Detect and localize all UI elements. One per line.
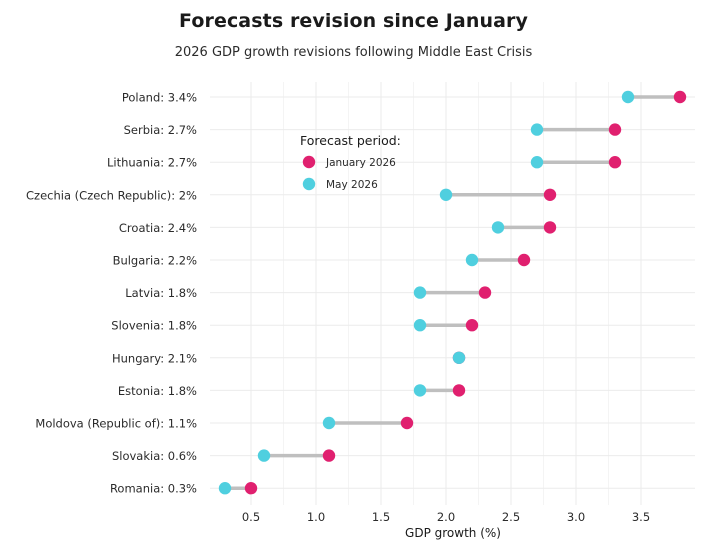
- y-axis-label-10: Moldova (Republic of): 1.1%: [35, 417, 197, 431]
- point-may-2026-9: [413, 384, 427, 397]
- x-tick-label-1: 1.0: [307, 510, 325, 524]
- point-may-2026-2: [530, 156, 544, 169]
- point-january-2026-4: [543, 221, 557, 234]
- y-axis-label-2: Lithuania: 2.7%: [107, 156, 197, 170]
- point-january-2026-12: [244, 482, 258, 495]
- y-axis-label-12: Romania: 0.3%: [110, 482, 197, 496]
- y-axis-label-3: Czechia (Czech Republic): 2%: [26, 188, 197, 202]
- y-axis-label-11: Slovakia: 0.6%: [112, 449, 197, 463]
- points: [218, 90, 687, 495]
- point-january-2026-11: [322, 449, 336, 462]
- chart-title: Forecasts revision since January: [179, 10, 528, 32]
- connectors: [225, 95, 680, 490]
- legend-title: Forecast period:: [300, 133, 401, 148]
- y-axis-label-4: Croatia: 2.4%: [119, 221, 197, 235]
- point-may-2026-3: [439, 188, 453, 201]
- y-axis-label-1: Serbia: 2.7%: [124, 123, 197, 137]
- x-tick-label-3: 2.0: [437, 510, 455, 524]
- point-may-2026-5: [465, 253, 479, 267]
- point-january-2026-3: [543, 188, 557, 201]
- point-january-2026-5: [517, 253, 531, 267]
- y-axis-label-5: Bulgaria: 2.2%: [113, 254, 198, 268]
- legend-marker-1: [302, 177, 316, 191]
- point-may-2026-8: [452, 351, 466, 364]
- y-axis-label-9: Estonia: 1.8%: [118, 384, 197, 398]
- x-tick-label-6: 3.5: [632, 510, 650, 524]
- legend-label-0: January 2026: [325, 157, 396, 169]
- point-january-2026-6: [478, 286, 492, 299]
- point-may-2026-4: [491, 221, 505, 234]
- point-january-2026-9: [452, 384, 466, 397]
- x-tick-label-4: 2.5: [502, 510, 520, 524]
- x-tick-label-0: 0.5: [242, 510, 260, 524]
- y-axis-labels: Poland: 3.4% Serbia: 2.7% Lithuania: 2.7% C…: [26, 91, 197, 496]
- x-tick-label-5: 3.0: [567, 510, 585, 524]
- x-axis-label: GDP growth (%): [405, 526, 501, 540]
- point-january-2026-2: [608, 156, 622, 169]
- legend-label-1: May 2026: [326, 179, 378, 191]
- y-axis-label-6: Latvia: 1.8%: [125, 286, 197, 300]
- legend: Forecast period: January 2026 May 2026: [300, 133, 401, 191]
- y-axis-label-7: Slovenia: 1.8%: [111, 319, 197, 333]
- legend-marker-0: [302, 155, 316, 169]
- chart-subtitle: 2026 GDP growth revisions following Midd…: [174, 45, 533, 60]
- point-may-2026-6: [413, 286, 427, 299]
- point-may-2026-0: [621, 90, 635, 104]
- y-axis-label-8: Hungary: 2.1%: [112, 351, 197, 365]
- point-may-2026-10: [322, 416, 336, 430]
- point-january-2026-10: [400, 416, 414, 430]
- point-may-2026-1: [530, 123, 544, 136]
- point-may-2026-11: [257, 449, 271, 462]
- y-axis-label-0: Poland: 3.4%: [122, 91, 197, 105]
- x-axis-ticks: 0.5 1.0 1.5 2.0 2.5 3.0 3.5: [242, 510, 650, 524]
- point-january-2026-7: [465, 319, 479, 332]
- point-may-2026-12: [218, 482, 232, 495]
- point-january-2026-1: [608, 123, 622, 136]
- x-tick-label-2: 1.5: [372, 510, 390, 524]
- point-january-2026-0: [673, 90, 687, 104]
- point-may-2026-7: [413, 319, 427, 332]
